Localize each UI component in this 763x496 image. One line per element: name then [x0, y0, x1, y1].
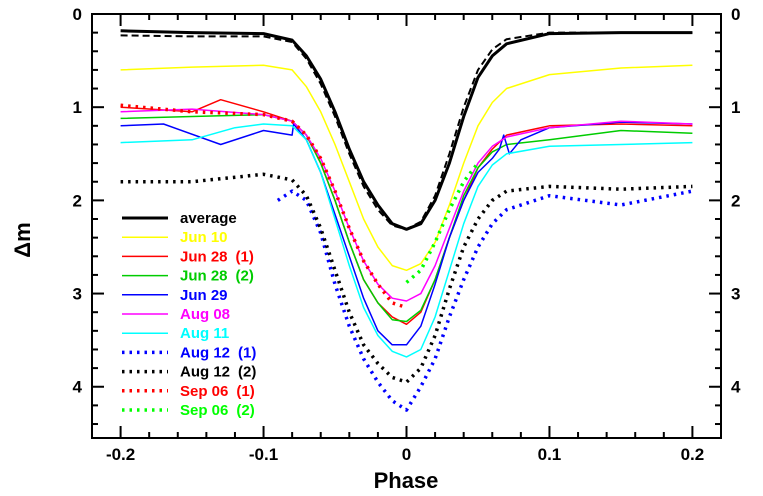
series-layer [120, 29, 693, 412]
y-tick-label-right: 0 [731, 5, 740, 24]
y-tick-label: 2 [73, 191, 82, 210]
legend-tag: (1) [236, 383, 254, 400]
y-axis-label: Δm [10, 222, 35, 257]
x-tick-label: 0.1 [538, 445, 562, 464]
y-tick-label-right: 3 [731, 285, 740, 304]
x-tick-label: 0 [402, 445, 411, 464]
y-tick-label: 1 [73, 98, 82, 117]
legend-label: Jun 29 [180, 287, 228, 304]
y-tick-label: 3 [73, 285, 82, 304]
legend: average Jun 10 Jun 28 (1) Jun 28 (2) Jun 29 Aug… [122, 210, 256, 419]
y-tick-label-right: 4 [731, 378, 741, 397]
legend-label: Jun 28 [180, 248, 228, 265]
legend-tag: (2) [236, 268, 254, 285]
legend-label: Jun 10 [180, 229, 228, 246]
legend-tag: (2) [236, 402, 254, 419]
series-line-jun-29 [120, 121, 693, 346]
series-line-comparison [120, 31, 693, 231]
legend-label: Aug 12 [180, 364, 230, 381]
legend-label: Sep 06 [180, 402, 228, 419]
series-line-aug-11 [120, 123, 693, 358]
x-tick-label: 0.2 [681, 445, 705, 464]
y-tick-label-right: 2 [731, 191, 740, 210]
x-tick-label: -0.1 [249, 445, 278, 464]
legend-label: Aug 11 [180, 325, 229, 342]
series-line-sep-06-2- [405, 162, 480, 284]
legend-tag: (2) [238, 364, 256, 381]
y-tick-label: 0 [73, 5, 82, 24]
legend-label: Jun 28 [180, 268, 228, 285]
series-line-aug-12-1- [276, 189, 693, 412]
series-line-jun-28-1- [120, 98, 693, 326]
legend-label: Aug 08 [180, 306, 230, 323]
series-line-average [120, 29, 693, 231]
x-axis-label: Phase [374, 468, 439, 493]
legend-label: average [180, 210, 237, 227]
legend-tag: (1) [236, 248, 254, 265]
y-tick-label: 4 [73, 378, 83, 397]
x-tick-label: -0.2 [106, 445, 135, 464]
series-line-aug-08 [120, 108, 693, 302]
series-line-jun-10 [120, 64, 693, 272]
series-line-aug-12-2- [120, 172, 693, 384]
series-line-sep-06-1- [120, 103, 408, 310]
legend-tag: (1) [238, 344, 256, 361]
y-tick-label-right: 1 [731, 98, 740, 117]
legend-label: Aug 12 [180, 344, 230, 361]
axis-ticks: -0.2 -0.1 0 0.1 0.2 0 0 1 1 2 2 3 3 4 4 [73, 5, 741, 464]
legend-label: Sep 06 [180, 383, 228, 400]
